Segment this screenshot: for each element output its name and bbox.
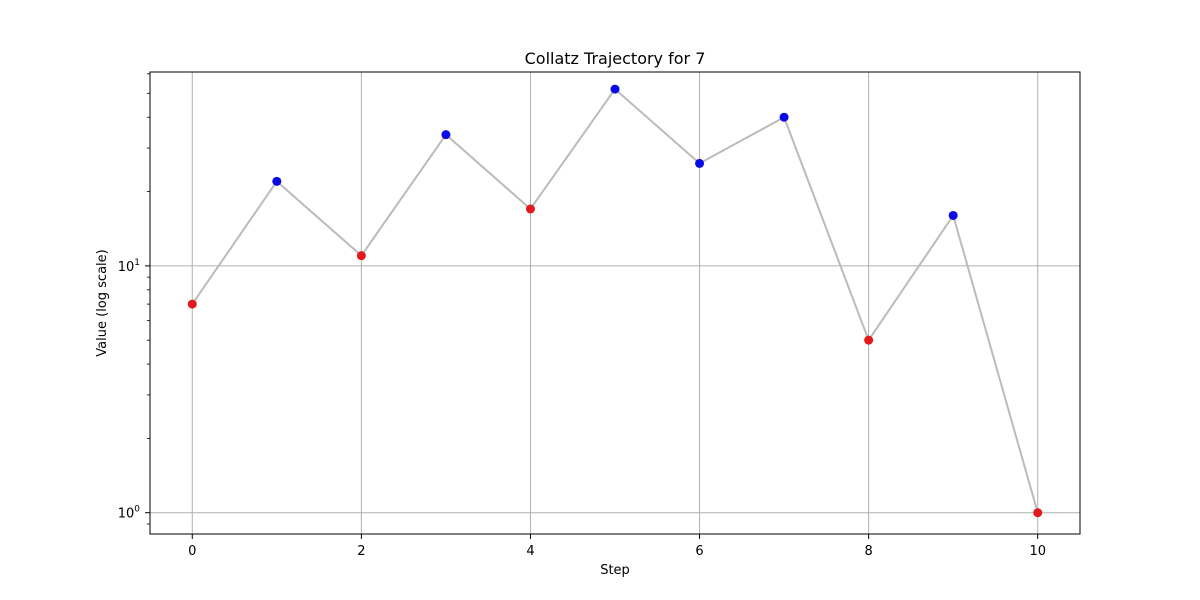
data-point xyxy=(356,251,366,261)
data-point xyxy=(948,210,958,220)
x-tick-label: 10 xyxy=(1029,544,1046,559)
grid xyxy=(150,72,1080,534)
data-points xyxy=(187,84,1043,518)
x-tick-label: 2 xyxy=(357,544,365,559)
y-axis-label: Value (log scale) xyxy=(95,249,110,356)
x-axis-label: Step xyxy=(600,563,630,578)
chart-title: Collatz Trajectory for 7 xyxy=(525,49,706,68)
data-point xyxy=(525,204,535,214)
x-tick-label: 8 xyxy=(864,544,872,559)
data-point xyxy=(695,158,705,168)
axis-ticks: 0 2 4 6 8 10 100 101 xyxy=(118,73,1046,559)
y-tick-label: 101 xyxy=(118,258,140,275)
data-point xyxy=(272,176,282,186)
data-point xyxy=(610,84,620,94)
series-line xyxy=(191,88,1039,513)
x-tick-label: 0 xyxy=(188,544,196,559)
y-tick-label: 100 xyxy=(118,505,141,522)
data-point xyxy=(187,299,197,309)
plot-frame xyxy=(149,71,1081,535)
x-tick-label: 6 xyxy=(695,544,703,559)
series-line-group xyxy=(191,88,1039,513)
data-point xyxy=(1033,508,1043,518)
x-tick-label: 4 xyxy=(526,544,534,559)
data-point xyxy=(779,112,789,122)
data-point xyxy=(864,335,874,345)
data-point xyxy=(441,130,451,140)
